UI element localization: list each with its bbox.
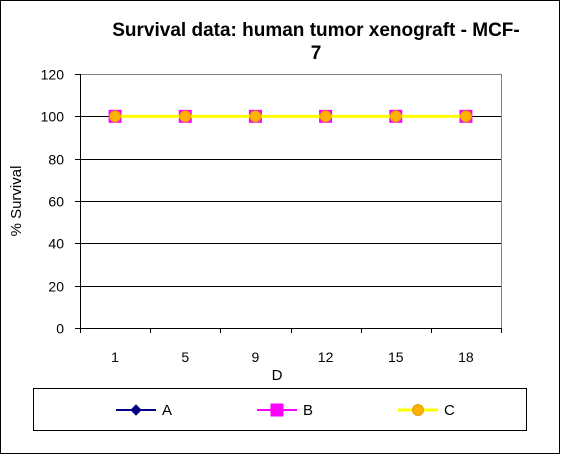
- legend-marker-C: [412, 404, 424, 416]
- y-tick-label: 120: [41, 67, 65, 83]
- data-point-C: [459, 110, 472, 123]
- legend-item-C: C: [398, 402, 455, 419]
- data-point-C: [179, 110, 192, 123]
- x-tick-label: 18: [458, 349, 474, 365]
- y-tick-label: 20: [48, 279, 64, 295]
- legend-label-A: A: [162, 402, 172, 419]
- data-point-C: [109, 110, 122, 123]
- data-point-C: [319, 110, 332, 123]
- legend: A B C: [116, 402, 455, 419]
- x-axis-label: D: [272, 367, 283, 384]
- y-axis-label: % Survival: [8, 166, 25, 237]
- legend-label-B: B: [303, 402, 313, 419]
- y-tick-label: 0: [56, 321, 64, 337]
- legend-label-C: C: [444, 402, 455, 419]
- x-tick-label: 5: [181, 349, 189, 365]
- y-tick-label: 60: [48, 194, 64, 210]
- data-point-C: [249, 110, 262, 123]
- series-layer: [108, 109, 473, 123]
- legend-marker-B: [270, 403, 284, 417]
- x-tick-label: 9: [252, 349, 260, 365]
- y-tick-label: 40: [48, 236, 64, 252]
- y-tick-layer: 0 20 40 60 80 100 120: [41, 67, 81, 337]
- series-C: [109, 110, 472, 123]
- chart-title-line-2: 7: [311, 43, 322, 64]
- legend-marker-A: [130, 404, 142, 416]
- y-tick-label: 80: [48, 152, 64, 168]
- legend-item-B: B: [257, 402, 313, 419]
- chart-title-line-1: Survival data: human tumor xenograft - M…: [112, 20, 519, 41]
- legend-item-A: A: [116, 402, 172, 419]
- x-tick-label: 15: [388, 349, 404, 365]
- data-point-C: [389, 110, 402, 123]
- y-tick-label: 100: [41, 109, 65, 125]
- x-tick-label: 1: [111, 349, 119, 365]
- x-tick-label: 12: [318, 349, 334, 365]
- x-tick-layer: 1 5 9 12 15 18: [80, 328, 502, 365]
